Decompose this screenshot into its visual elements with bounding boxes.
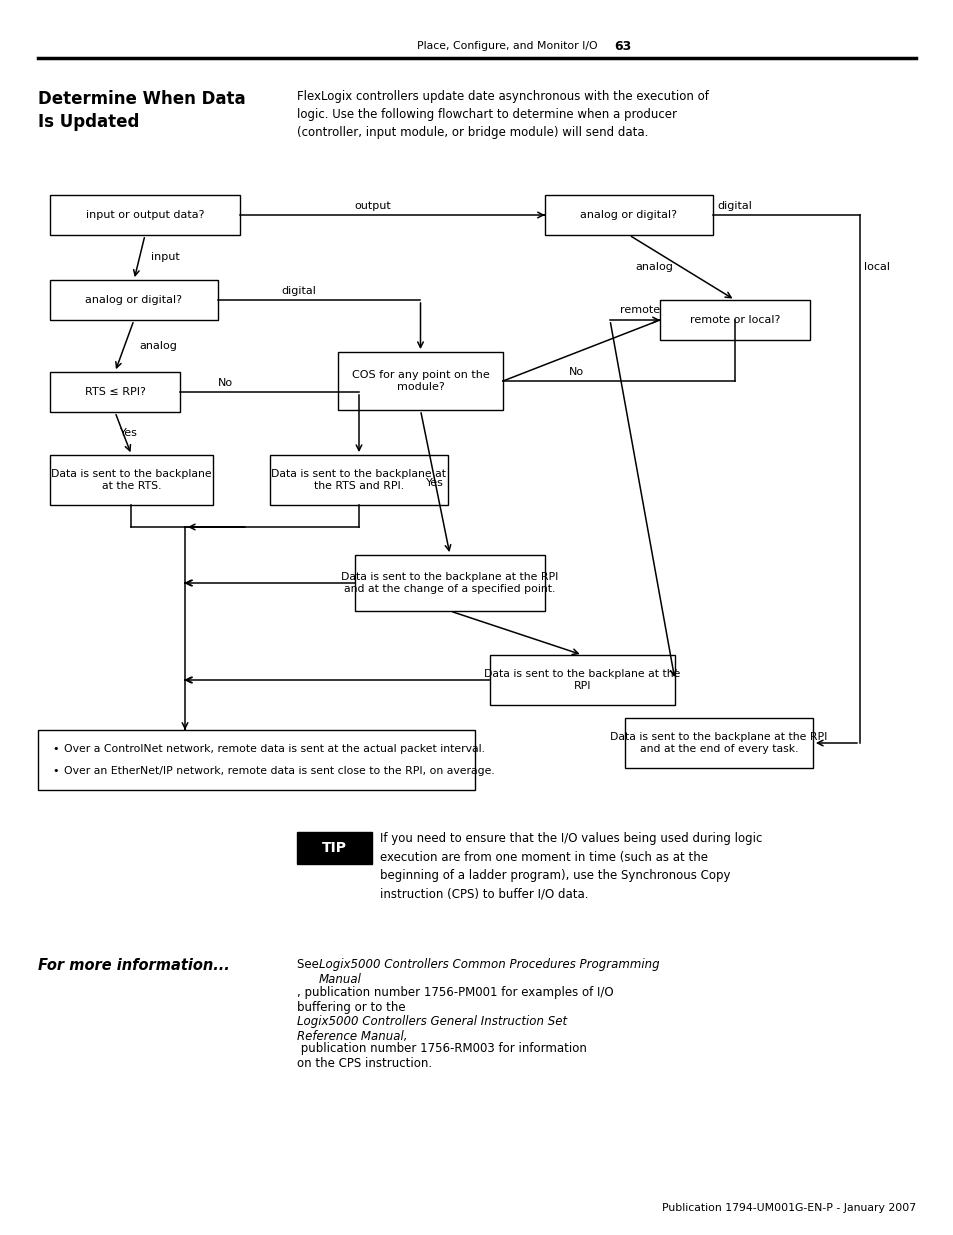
Text: FlexLogix controllers update date asynchronous with the execution of
logic. Use : FlexLogix controllers update date asynch…: [296, 90, 708, 140]
Text: remote: remote: [619, 305, 659, 315]
Text: digital: digital: [281, 287, 316, 296]
Text: analog or digital?: analog or digital?: [579, 210, 677, 220]
Bar: [490, 655, 675, 705]
Bar: [38, 730, 475, 790]
Bar: [544, 195, 712, 235]
Text: input: input: [151, 252, 179, 263]
Text: input or output data?: input or output data?: [86, 210, 204, 220]
Text: output: output: [354, 201, 391, 211]
Text: No: No: [217, 378, 233, 388]
Text: For more information...: For more information...: [38, 958, 230, 973]
Text: If you need to ensure that the I/O values being used during logic
execution are : If you need to ensure that the I/O value…: [379, 832, 761, 900]
Bar: [50, 454, 213, 505]
Text: Data is sent to the backplane at
the RTS and RPI.: Data is sent to the backplane at the RTS…: [272, 469, 446, 490]
Bar: [659, 300, 809, 340]
Text: Data is sent to the backplane at the RPI
and at the change of a specified point.: Data is sent to the backplane at the RPI…: [341, 572, 558, 594]
Text: Place, Configure, and Monitor I/O: Place, Configure, and Monitor I/O: [416, 41, 598, 51]
Text: •: •: [52, 766, 58, 776]
Text: COS for any point on the
module?: COS for any point on the module?: [352, 370, 489, 391]
Text: Yes: Yes: [425, 478, 443, 488]
Text: local: local: [863, 263, 889, 273]
Bar: [50, 372, 180, 412]
Text: Logix5000 Controllers General Instruction Set
Reference Manual,: Logix5000 Controllers General Instructio…: [296, 1015, 566, 1044]
Text: See: See: [296, 958, 322, 971]
Text: Data is sent to the backplane at the RPI
and at the end of every task.: Data is sent to the backplane at the RPI…: [610, 732, 827, 753]
Text: 63: 63: [614, 40, 631, 53]
Text: analog: analog: [139, 341, 176, 351]
Text: TIP: TIP: [322, 841, 347, 855]
Bar: [50, 195, 240, 235]
Bar: [355, 555, 544, 611]
Bar: [624, 718, 812, 768]
Bar: [296, 832, 372, 864]
Text: Logix5000 Controllers Common Procedures Programming
Manual: Logix5000 Controllers Common Procedures …: [318, 958, 659, 986]
Text: analog: analog: [635, 263, 672, 273]
Text: Over an EtherNet/IP network, remote data is sent close to the RPI, on average.: Over an EtherNet/IP network, remote data…: [64, 766, 495, 776]
Text: Yes: Yes: [120, 429, 138, 438]
Text: Over a ControlNet network, remote data is sent at the actual packet interval.: Over a ControlNet network, remote data i…: [64, 743, 484, 755]
Text: Publication 1794-UM001G-EN-P - January 2007: Publication 1794-UM001G-EN-P - January 2…: [661, 1203, 915, 1213]
Text: Data is sent to the backplane at the
RPI: Data is sent to the backplane at the RPI: [484, 669, 680, 690]
Bar: [50, 280, 218, 320]
Text: , publication number 1756-PM001 for examples of I/O
buffering or to the: , publication number 1756-PM001 for exam…: [296, 986, 613, 1014]
Text: •: •: [52, 743, 58, 755]
Text: remote or local?: remote or local?: [689, 315, 780, 325]
Text: analog or digital?: analog or digital?: [86, 295, 182, 305]
Text: RTS ≤ RPI?: RTS ≤ RPI?: [85, 387, 145, 396]
Text: No: No: [568, 367, 583, 377]
Text: digital: digital: [717, 201, 751, 211]
Text: publication number 1756-RM003 for information
on the CPS instruction.: publication number 1756-RM003 for inform…: [296, 1042, 586, 1070]
Bar: [270, 454, 448, 505]
Bar: [337, 352, 502, 410]
Text: Determine When Data
Is Updated: Determine When Data Is Updated: [38, 90, 245, 131]
Text: Data is sent to the backplane
at the RTS.: Data is sent to the backplane at the RTS…: [51, 469, 212, 490]
